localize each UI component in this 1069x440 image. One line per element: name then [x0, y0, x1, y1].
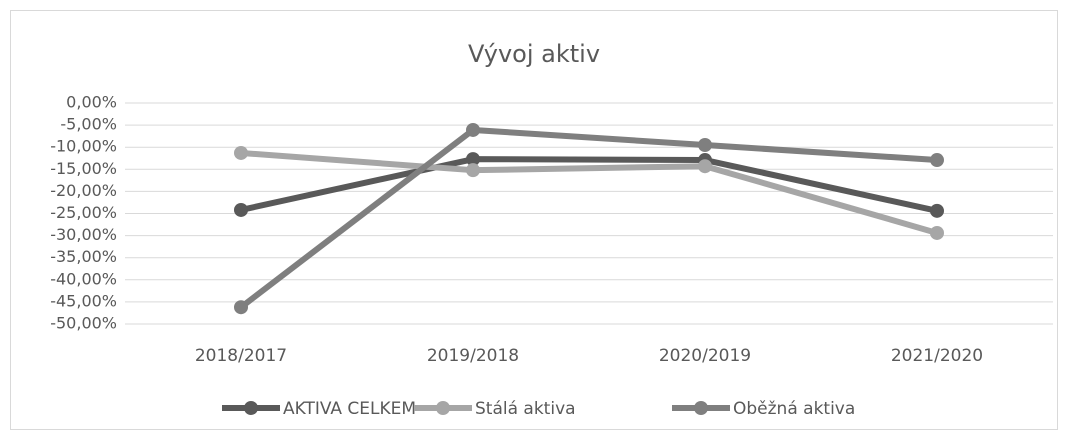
- y-tick-label: -10,00%: [50, 137, 117, 156]
- chart-title: Vývoj aktiv: [468, 40, 600, 68]
- y-tick-label: -50,00%: [50, 314, 117, 333]
- data-point: [466, 163, 480, 178]
- series-line: [239, 126, 938, 310]
- data-point: [698, 137, 712, 152]
- data-point: [466, 122, 480, 137]
- y-tick-label: -20,00%: [50, 181, 117, 200]
- y-tick-label: -30,00%: [50, 225, 117, 244]
- x-tick-label: 2021/2020: [891, 346, 983, 366]
- data-point: [234, 202, 248, 217]
- y-tick-label: -35,00%: [50, 247, 117, 266]
- legend-marker: [436, 401, 450, 415]
- y-tick-label: -40,00%: [50, 269, 117, 288]
- data-point: [930, 153, 944, 168]
- data-point: [466, 152, 480, 167]
- y-tick-label: -25,00%: [50, 203, 117, 222]
- x-tick-label: 2018/2017: [195, 346, 287, 366]
- legend-label: Stálá aktiva: [475, 399, 576, 419]
- x-tick-label: 2020/2019: [659, 346, 751, 366]
- series-line: [240, 156, 938, 214]
- data-point: [234, 300, 248, 315]
- data-point: [234, 145, 248, 160]
- legend-label: AKTIVA CELKEM: [283, 399, 416, 419]
- series-line: [240, 149, 938, 236]
- legend-marker: [694, 401, 708, 415]
- data-point: [930, 225, 944, 240]
- y-tick-label: -5,00%: [60, 115, 117, 134]
- legend-marker: [244, 401, 258, 415]
- x-tick-label: 2019/2018: [427, 346, 519, 366]
- data-point: [930, 203, 944, 218]
- y-tick-label: -15,00%: [50, 159, 117, 178]
- data-point: [698, 159, 712, 174]
- legend-label: Oběžná aktiva: [733, 399, 855, 419]
- y-tick-label: -45,00%: [50, 291, 117, 310]
- y-tick-label: 0,00%: [66, 93, 117, 112]
